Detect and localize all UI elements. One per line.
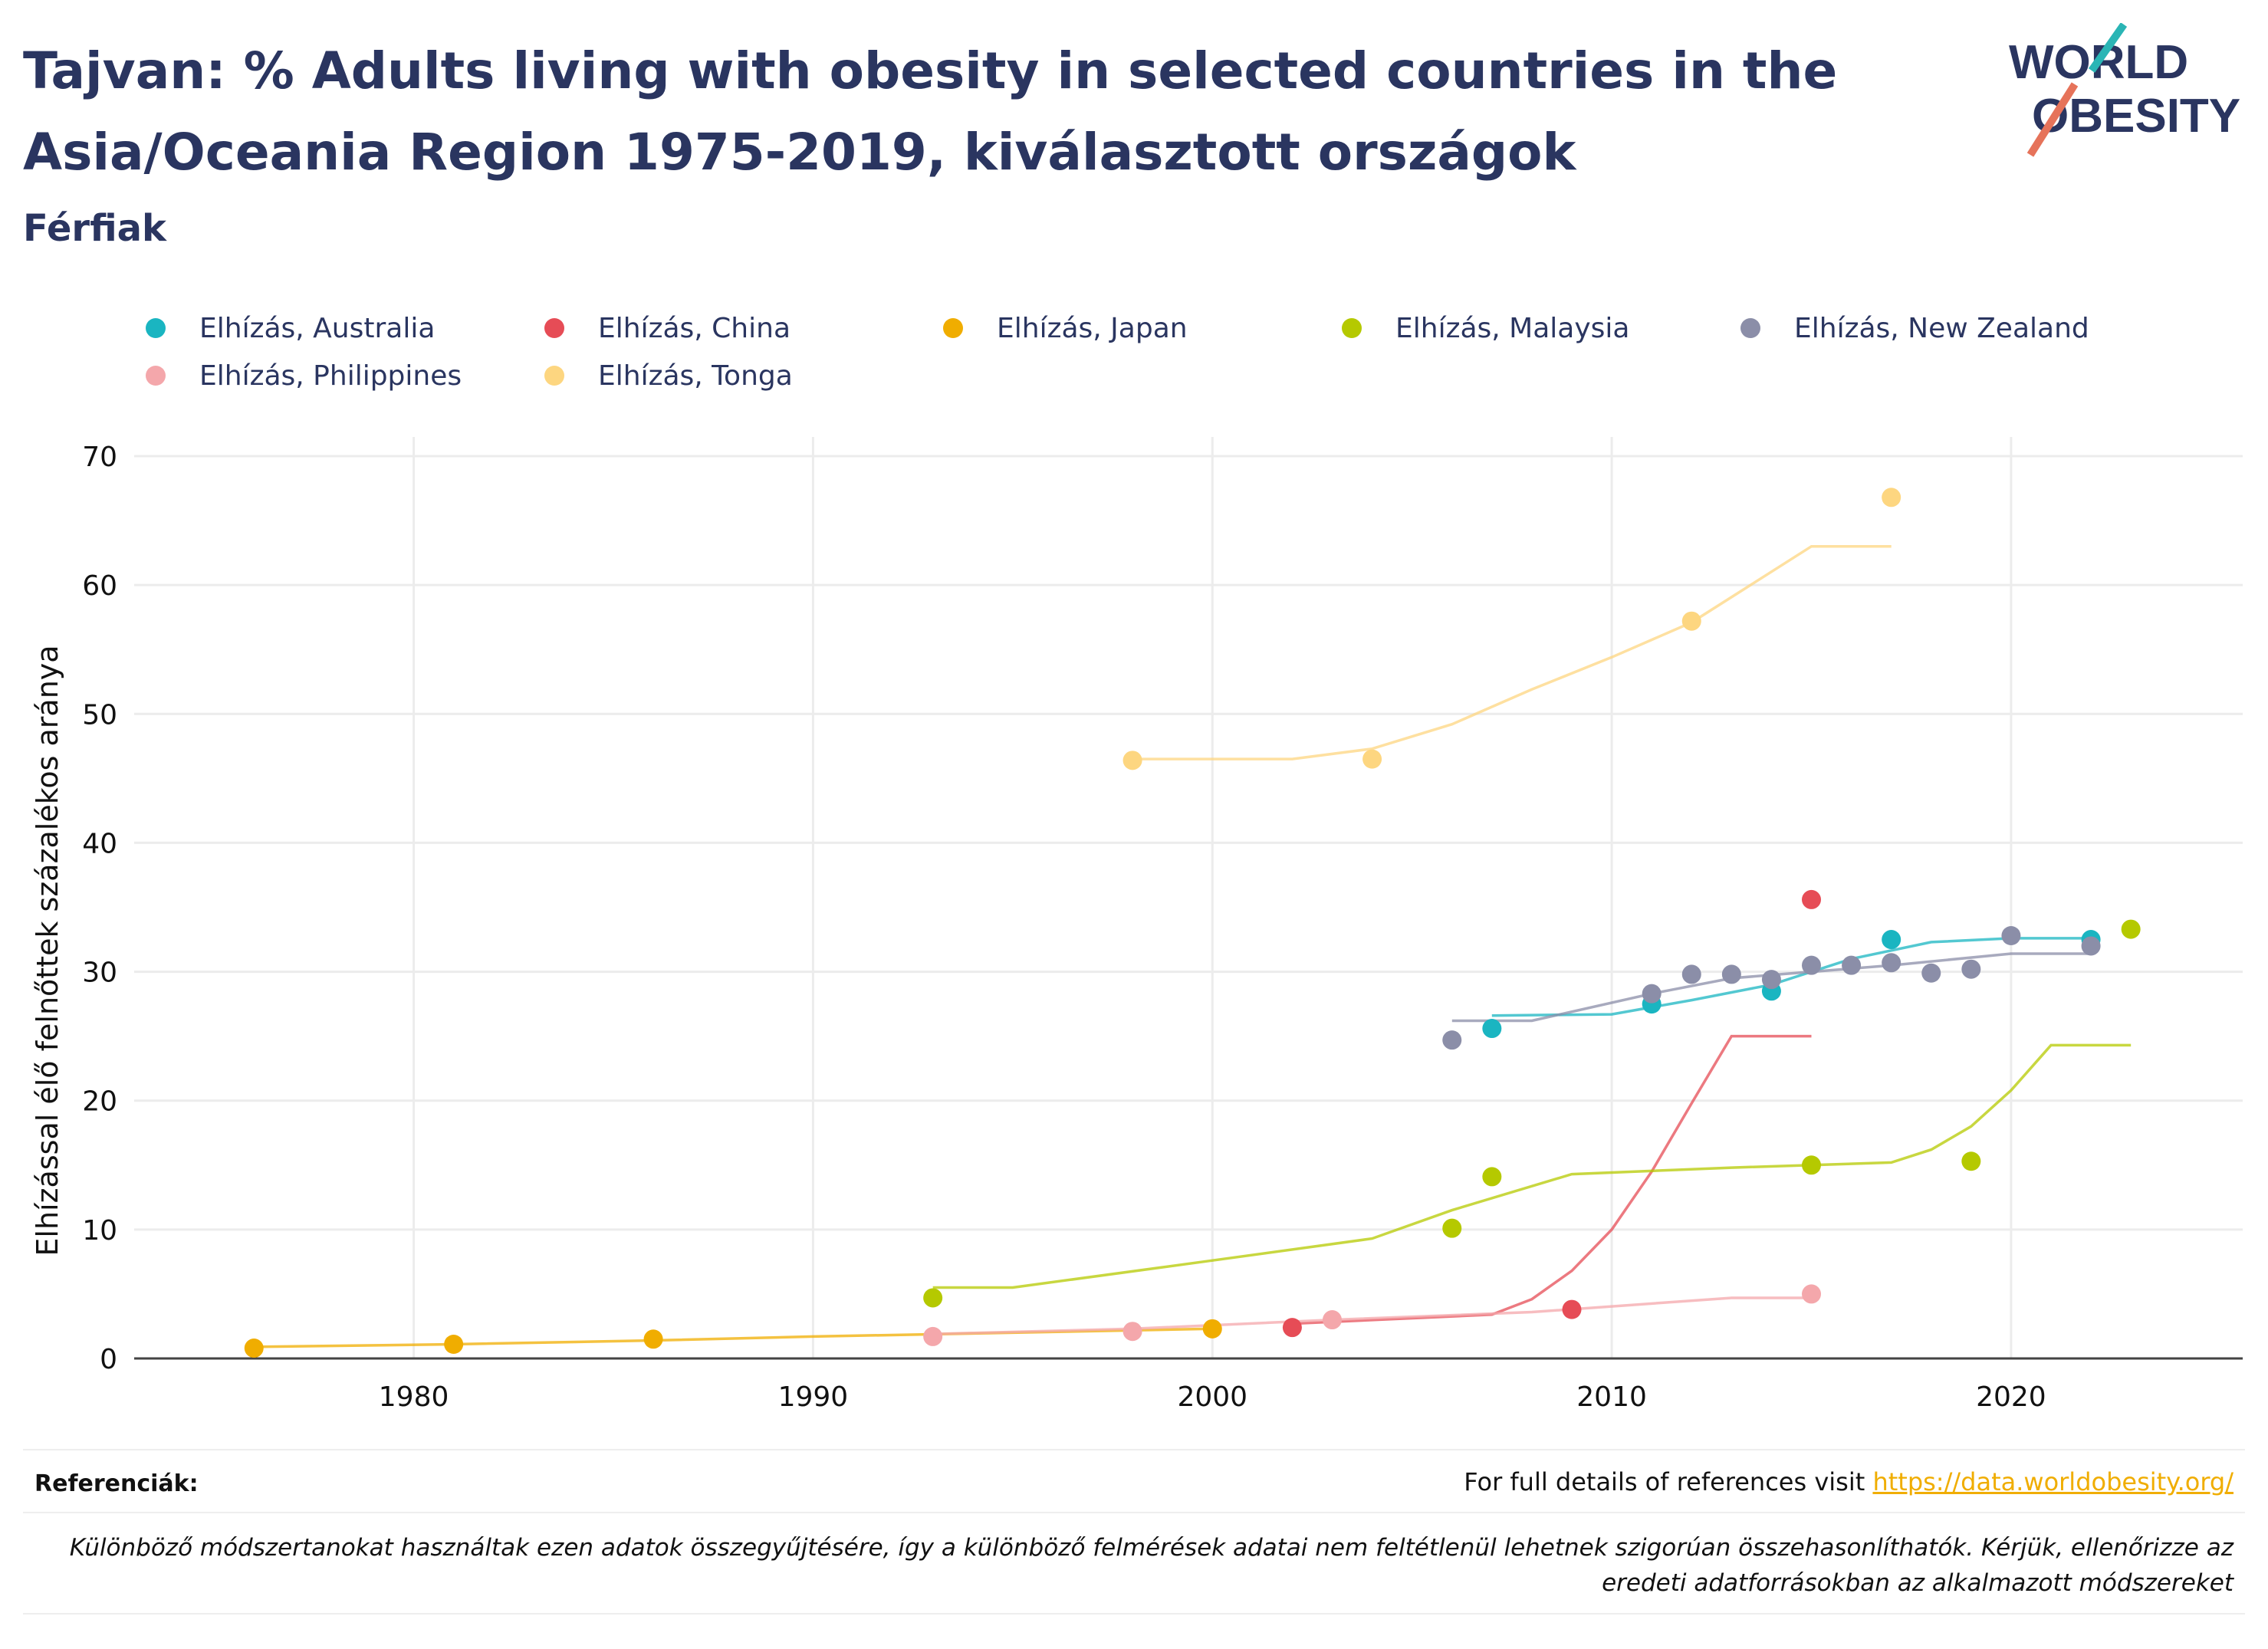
- legend-item-elh-z-s-tonga[interactable]: Elhízás, Tonga: [544, 354, 793, 397]
- data-point-elh-z-s-australia: [1482, 1019, 1502, 1039]
- data-point-elh-z-s-australia: [1882, 930, 1902, 950]
- y-tick-label: 30: [82, 958, 117, 989]
- data-point-elh-z-s-philippines: [1802, 1284, 1821, 1304]
- data-point-elh-z-s-japan: [444, 1335, 464, 1355]
- references-link[interactable]: https://data.worldobesity.org/: [1872, 1467, 2233, 1496]
- scatter-chart: 0 10 20 30 40 50 60 70 1980 1990 2000 2010 2020: [82, 437, 2243, 1413]
- data-point-elh-z-s-new-zealand: [1961, 959, 1981, 979]
- data-point-elh-z-s-new-zealand: [2001, 925, 2021, 945]
- data-point-elh-z-s-new-zealand: [1681, 964, 1701, 984]
- trend-line-elh-z-s-philippines: [932, 1296, 1812, 1335]
- data-point-elh-z-s-china: [1562, 1299, 1582, 1319]
- data-point-elh-z-s-malaysia: [923, 1288, 943, 1308]
- data-point-elh-z-s-new-zealand: [1721, 964, 1741, 984]
- data-point-elh-z-s-philippines: [923, 1326, 943, 1346]
- y-tick-label: 60: [82, 570, 117, 602]
- legend-item-elh-z-s-japan[interactable]: Elhízás, Japan: [943, 307, 1188, 350]
- y-tick-label: 50: [82, 699, 117, 731]
- legend-label: Elhízás, Tonga: [598, 360, 793, 392]
- legend-marker: [1740, 318, 1760, 338]
- x-tick-label: 2010: [1576, 1381, 1647, 1413]
- data-point-elh-z-s-new-zealand: [2081, 936, 2101, 956]
- data-point-elh-z-s-china: [1802, 889, 1821, 909]
- y-tick-label: 20: [82, 1086, 117, 1118]
- data-point-elh-z-s-tonga: [1681, 611, 1701, 631]
- data-point-elh-z-s-malaysia: [1961, 1151, 1981, 1171]
- y-tick-label: 70: [82, 442, 117, 473]
- data-point-elh-z-s-new-zealand: [1761, 970, 1781, 990]
- data-point-elh-z-s-tonga: [1122, 751, 1142, 770]
- methodology-note: Különböző módszertanokat használtak ezen…: [69, 1534, 2233, 1597]
- data-point-elh-z-s-malaysia: [2121, 919, 2141, 939]
- data-point-elh-z-s-philippines: [1323, 1310, 1342, 1330]
- data-point-elh-z-s-new-zealand: [1882, 953, 1902, 973]
- data-point-elh-z-s-malaysia: [1442, 1218, 1462, 1238]
- footer-divider-middle: [23, 1512, 2245, 1513]
- legend-marker: [1342, 318, 1362, 338]
- data-point-elh-z-s-tonga: [1882, 488, 1902, 508]
- references-caption: For full details of references visit: [1464, 1467, 1865, 1496]
- x-tick-label: 2000: [1177, 1381, 1247, 1413]
- data-point-elh-z-s-new-zealand: [1802, 955, 1821, 975]
- y-tick-label: 40: [82, 828, 117, 859]
- trend-line-elh-z-s-tonga: [1132, 544, 1892, 760]
- trend-line-elh-z-s-australia: [1491, 937, 2092, 1017]
- data-point-elh-z-s-malaysia: [1802, 1155, 1821, 1175]
- data-point-elh-z-s-new-zealand: [1442, 1030, 1462, 1050]
- legend-label: Elhízás, Japan: [997, 312, 1188, 344]
- legend-marker: [146, 366, 166, 386]
- legend-marker: [544, 318, 564, 338]
- legend-item-elh-z-s-australia[interactable]: Elhízás, Australia: [146, 307, 435, 350]
- data-point-elh-z-s-china: [1282, 1318, 1302, 1338]
- x-tick-label: 1990: [778, 1381, 849, 1413]
- data-point-elh-z-s-malaysia: [1482, 1167, 1502, 1187]
- legend-label: Elhízás, Philippines: [199, 360, 462, 392]
- trend-line-elh-z-s-china: [1292, 1034, 1812, 1325]
- legend: Elhízás, Australia Elhízás, China Elhízás,…: [146, 307, 2247, 406]
- legend-marker: [544, 366, 564, 386]
- legend-marker: [943, 318, 963, 338]
- legend-item-elh-z-s-philippines[interactable]: Elhízás, Philippines: [146, 354, 462, 397]
- world-obesity-logo: WORLD OBESITY: [2009, 23, 2240, 157]
- data-point-elh-z-s-new-zealand: [1921, 963, 1941, 983]
- x-tick-label: 1980: [379, 1381, 449, 1413]
- y-tick-label: 10: [82, 1215, 117, 1247]
- legend-item-elh-z-s-new-zealand[interactable]: Elhízás, New Zealand: [1740, 307, 2089, 350]
- legend-marker: [146, 318, 166, 338]
- data-point-elh-z-s-japan: [643, 1329, 663, 1349]
- chart-title: Tajvan: % Adults living with obesity in …: [23, 41, 1838, 182]
- data-point-elh-z-s-japan: [1202, 1319, 1222, 1339]
- legend-item-elh-z-s-malaysia[interactable]: Elhízás, Malaysia: [1342, 307, 1629, 350]
- data-point-elh-z-s-japan: [244, 1339, 264, 1358]
- y-tick-label: 0: [100, 1344, 117, 1375]
- chart-subtitle: Férfiak: [23, 207, 166, 250]
- legend-label: Elhízás, Australia: [199, 312, 436, 344]
- trend-line-elh-z-s-malaysia: [932, 1043, 2132, 1289]
- references-text: For full details of references visit htt…: [1464, 1467, 2233, 1496]
- legend-label: Elhízás, New Zealand: [1794, 312, 2089, 344]
- data-point-elh-z-s-tonga: [1362, 749, 1382, 769]
- legend-label: Elhízás, Malaysia: [1395, 312, 1630, 344]
- legend-label: Elhízás, China: [598, 312, 791, 344]
- references-label: Referenciák:: [35, 1470, 199, 1497]
- x-tick-label: 2020: [1976, 1381, 2046, 1413]
- footer-divider-top: [23, 1449, 2245, 1450]
- data-point-elh-z-s-new-zealand: [1842, 955, 1862, 975]
- data-point-elh-z-s-philippines: [1122, 1322, 1142, 1342]
- data-point-elh-z-s-new-zealand: [1642, 984, 1662, 1004]
- footer-divider-bottom: [23, 1613, 2245, 1615]
- legend-item-elh-z-s-china[interactable]: Elhízás, China: [544, 307, 791, 350]
